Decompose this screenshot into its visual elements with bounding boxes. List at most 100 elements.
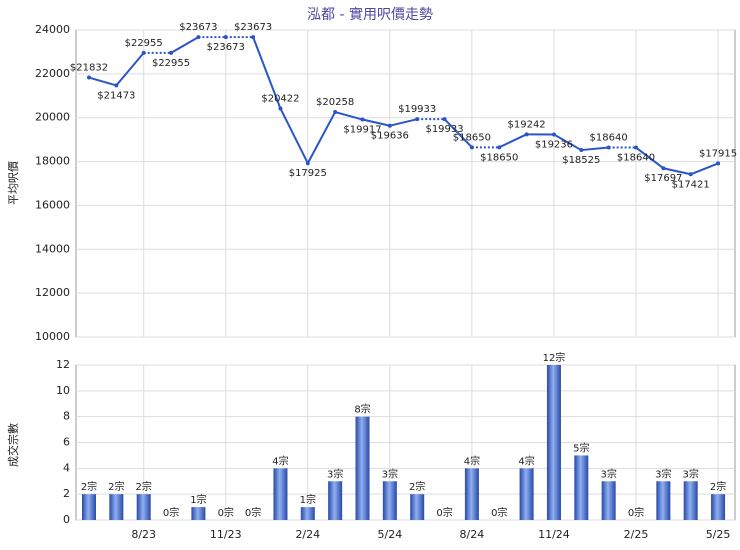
line-segment	[279, 108, 309, 164]
y-tick-label: 10	[56, 384, 70, 397]
data-label: $18525	[562, 155, 600, 166]
data-label: $17925	[289, 168, 327, 179]
data-label: $18640	[590, 133, 628, 144]
data-label: 0宗	[245, 506, 261, 519]
x-tick-label: 11/24	[538, 528, 570, 541]
line-segment	[362, 118, 391, 127]
data-label: 4宗	[272, 454, 288, 467]
data-label: $19636	[371, 131, 409, 142]
bar	[464, 468, 479, 520]
data-label: $20258	[316, 97, 354, 108]
data-label: $17421	[672, 179, 710, 190]
line-point	[196, 35, 201, 40]
x-tick-label: 2/25	[624, 528, 649, 541]
y-tick-label: 24000	[35, 23, 70, 36]
line-segment	[252, 36, 282, 109]
bar	[410, 494, 425, 520]
bar	[711, 494, 726, 520]
bar	[273, 468, 288, 520]
line-point	[387, 123, 392, 128]
data-label: 2宗	[409, 480, 425, 493]
line-segment	[635, 146, 664, 170]
line-point	[551, 132, 556, 137]
data-label: $21473	[97, 90, 135, 101]
line-point	[661, 166, 666, 171]
data-label: 5宗	[573, 441, 589, 454]
data-label: 2宗	[710, 480, 726, 493]
bar	[382, 481, 397, 520]
x-tick-label: 5/24	[377, 528, 402, 541]
line-segment	[170, 36, 199, 54]
line-point	[114, 83, 119, 88]
y-tick-label: 22000	[35, 67, 70, 80]
data-label: $23673	[207, 42, 245, 53]
data-label: $18650	[453, 132, 491, 143]
line-point	[606, 145, 611, 150]
line-point	[579, 148, 584, 153]
line-segment	[88, 76, 117, 87]
data-label: $21832	[70, 63, 108, 74]
data-label: $17915	[699, 148, 737, 159]
y-tick-label: 20000	[35, 111, 70, 124]
line-point	[305, 161, 310, 166]
x-tick-label: 2/24	[295, 528, 320, 541]
data-label: $22955	[125, 38, 163, 49]
bar	[300, 507, 315, 520]
line-point	[223, 35, 228, 40]
data-label: 3宗	[600, 467, 616, 480]
x-tick-label: 11/23	[210, 528, 242, 541]
data-label: $19933	[425, 124, 463, 135]
line-segment	[115, 52, 145, 87]
line-point	[442, 117, 447, 122]
data-label: 12宗	[543, 351, 566, 364]
line-segment	[498, 133, 528, 149]
x-tick-label: 8/24	[460, 528, 485, 541]
line-point	[141, 50, 146, 55]
data-label: $18640	[617, 153, 655, 164]
x-tick-label: 5/25	[706, 528, 731, 541]
bar	[136, 494, 151, 520]
y-tick-label: 6	[63, 436, 70, 449]
data-label: 8宗	[354, 403, 370, 416]
data-label: 1宗	[300, 493, 316, 506]
y-tick-label: 12	[56, 358, 70, 371]
data-label: 3宗	[382, 467, 398, 480]
line-point	[278, 106, 283, 111]
data-label: $19242	[508, 119, 546, 130]
y-tick-label: 2	[63, 487, 70, 500]
y-tick-label: 18000	[35, 155, 70, 168]
data-label: $19236	[535, 139, 573, 150]
data-label: 3宗	[655, 467, 671, 480]
data-label: 0宗	[163, 506, 179, 519]
bar	[601, 481, 616, 520]
data-label: 3宗	[683, 467, 699, 480]
line-point	[716, 161, 721, 166]
data-label: $23673	[234, 22, 272, 33]
data-label: 4宗	[464, 454, 480, 467]
chart-title: 泓都 - 實用呎價走勢	[307, 6, 433, 23]
data-label: $23673	[179, 22, 217, 33]
plot-area	[75, 29, 736, 338]
line-point	[688, 172, 693, 177]
data-label: 2宗	[81, 480, 97, 493]
data-label: 3宗	[327, 467, 343, 480]
bar	[328, 481, 343, 520]
y-axis-label: 平均呎價	[6, 161, 20, 205]
bar	[519, 468, 534, 520]
line-point	[169, 50, 174, 55]
line-segment	[306, 111, 337, 164]
y-tick-label: 4	[63, 461, 70, 474]
y-axis-label: 成交宗數	[6, 423, 20, 467]
line-segment	[690, 162, 719, 176]
line-point	[333, 110, 338, 115]
data-label: 1宗	[190, 493, 206, 506]
data-label: 2宗	[108, 480, 124, 493]
data-label: 0宗	[218, 506, 234, 519]
line-point	[251, 35, 256, 40]
y-tick-label: 10000	[35, 330, 70, 343]
bar	[191, 507, 206, 520]
bar	[82, 494, 96, 520]
data-label: $19933	[398, 104, 436, 115]
line-point	[360, 117, 365, 122]
